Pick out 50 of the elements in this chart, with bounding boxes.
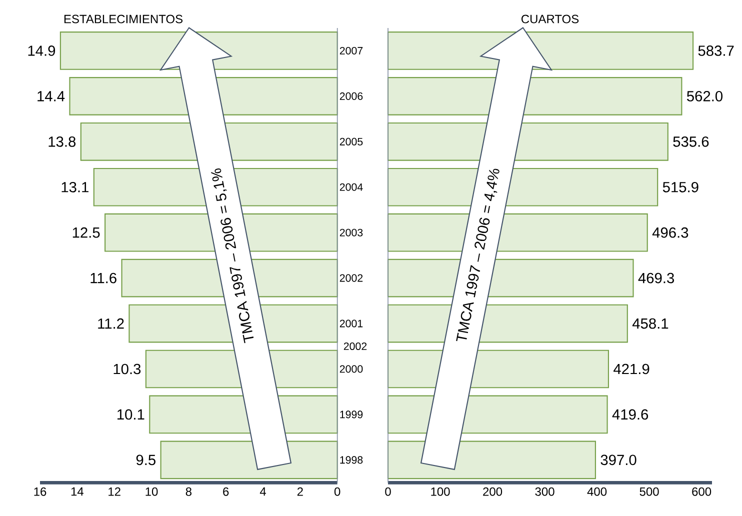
data-label: 10.3: [114, 364, 141, 374]
y-tick-label: 2000: [340, 365, 363, 373]
data-label: 12.5: [72, 227, 100, 238]
data-label: 10.1: [117, 409, 144, 420]
data-label: 419.6: [612, 409, 648, 420]
x-tick-label: 12: [108, 487, 120, 496]
data-label: 14.9: [28, 46, 56, 56]
data-label: 515.9: [662, 182, 698, 192]
x-tick-label: 16: [34, 487, 46, 496]
x-tick-label: 6: [223, 487, 229, 496]
x-tick-label: 400: [587, 487, 607, 496]
annotation: TMCA 1997 – 2006 = 5,1%: [211, 168, 254, 344]
x-tick-label: 4: [260, 487, 266, 496]
y-tick-label: 1999: [340, 410, 363, 418]
x-tick-label: 300: [535, 487, 554, 496]
y-tick-label: 2003: [340, 228, 363, 236]
data-label: 14.4: [38, 91, 65, 102]
y-tick-label: 2006: [340, 92, 363, 100]
data-label: 469.3: [638, 272, 674, 284]
x-tick-label: 500: [640, 487, 659, 496]
data-label: 13.1: [62, 182, 88, 192]
x-tick-label: 2: [297, 487, 303, 496]
y-tick-label: 2002: [340, 274, 363, 282]
y-tick-label: 2005: [340, 138, 363, 146]
data-label: 583.7: [698, 46, 734, 56]
x-tick-label: 14: [71, 487, 84, 496]
data-label: 9.5: [136, 454, 156, 466]
x-tick-label: 10: [146, 487, 158, 496]
data-label: 458.1: [632, 318, 668, 329]
chart-title: CUARTOS: [521, 14, 579, 24]
data-label: 11.2: [98, 318, 124, 329]
y-tick-label: 2007: [340, 46, 363, 54]
y-tick-label: 2001: [340, 320, 363, 328]
data-label: 496.3: [652, 227, 688, 238]
x-tick-label: 100: [431, 487, 450, 496]
chart-title: ESTABLECIMIENTOS: [64, 14, 183, 24]
x-tick-label: 0: [385, 487, 391, 496]
y-tick-label: 2004: [340, 183, 363, 191]
data-label: 13.8: [48, 136, 76, 147]
data-label: 421.9: [614, 364, 650, 374]
x-tick-label: 0: [334, 487, 340, 496]
x-tick-label: 600: [692, 487, 712, 496]
x-tick-label: 200: [483, 487, 502, 496]
data-label: 397.0: [600, 454, 636, 466]
data-label: 535.6: [673, 136, 709, 147]
annotation: TMCA 1997 – 2006 = 4,4%: [456, 168, 500, 342]
data-label: 11.6: [90, 272, 116, 284]
x-tick-label: 8: [186, 487, 192, 496]
y-tick-label: 1998: [340, 456, 363, 464]
data-label: 562.0: [686, 91, 723, 102]
